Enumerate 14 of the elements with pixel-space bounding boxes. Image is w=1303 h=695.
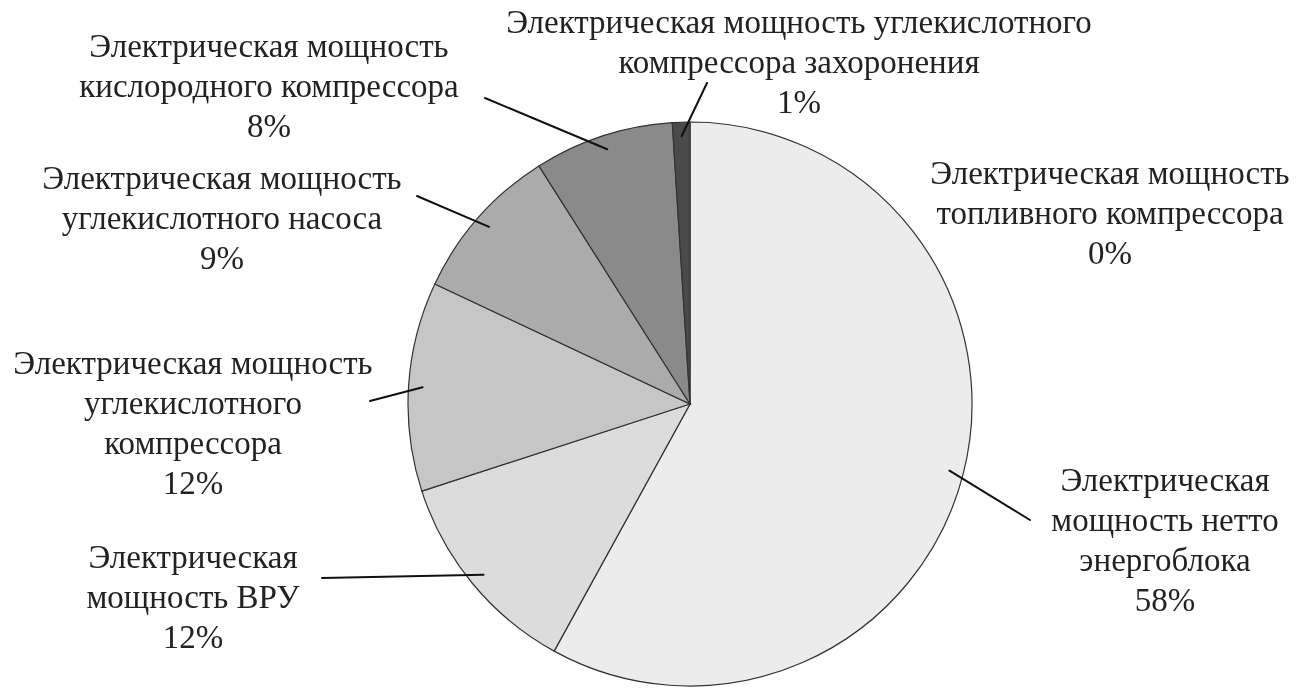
slice-label: Электрическая мощность углекислотного компрессора [13,345,373,461]
text: 0% [1088,235,1132,271]
slice-label: Электрическая мощность углекислотного компрессора захоронения [506,4,1092,80]
data-label: 12% [162,465,224,501]
data-label: 12% [162,619,224,655]
data-label: 1% [777,84,821,120]
data-label: 8% [247,108,291,144]
category-label: Электрическая мощность топливного компрессора [930,155,1290,231]
slice-label: Электрическая мощность кислородного компрессора [79,28,460,104]
slice-label: Электрическая мощность нетто энергоблока [1051,462,1279,578]
slice-label: Электрическая мощность ВРУ [86,539,301,615]
slice-label: Электрическая мощность углекислотного насоса [42,160,402,236]
data-label: 58% [1134,582,1196,618]
data-label: 9% [200,240,244,276]
